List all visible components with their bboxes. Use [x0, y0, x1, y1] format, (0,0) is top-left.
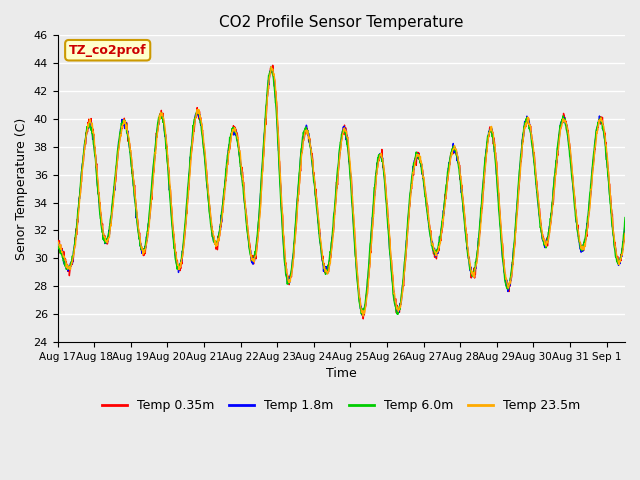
Text: TZ_co2prof: TZ_co2prof — [69, 44, 147, 57]
Title: CO2 Profile Sensor Temperature: CO2 Profile Sensor Temperature — [219, 15, 463, 30]
Y-axis label: Senor Temperature (C): Senor Temperature (C) — [15, 118, 28, 260]
Legend: Temp 0.35m, Temp 1.8m, Temp 6.0m, Temp 23.5m: Temp 0.35m, Temp 1.8m, Temp 6.0m, Temp 2… — [97, 394, 586, 417]
X-axis label: Time: Time — [326, 367, 356, 380]
